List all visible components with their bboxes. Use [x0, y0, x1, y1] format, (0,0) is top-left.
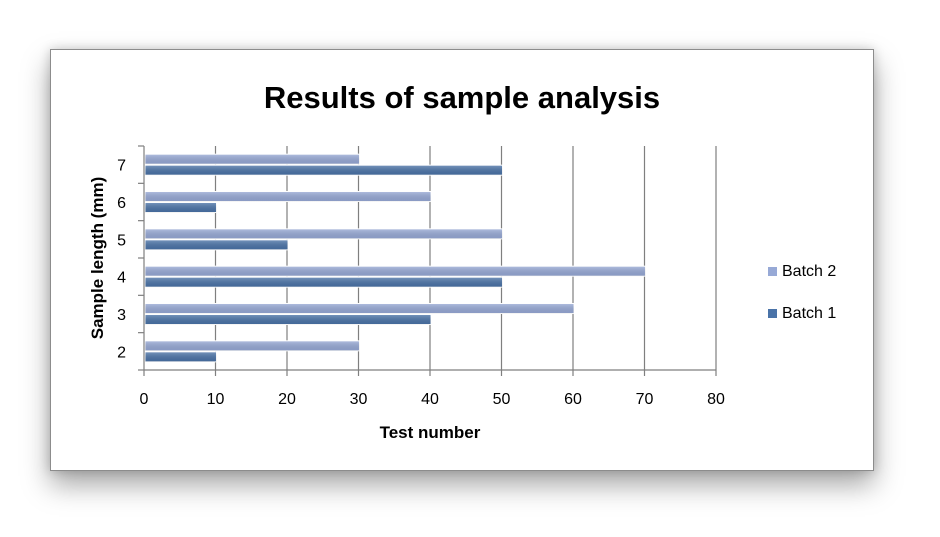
bar-shading — [145, 191, 431, 202]
legend-label: Batch 2 — [782, 263, 836, 280]
x-tick-label: 70 — [636, 391, 654, 408]
x-tick-label: 0 — [140, 391, 149, 408]
bar-shading — [145, 154, 360, 165]
y-tick-label: 7 — [117, 158, 126, 175]
bar-shading — [145, 202, 217, 213]
bar-shading — [145, 314, 431, 325]
x-tick-label: 50 — [493, 391, 511, 408]
bar-shading — [145, 277, 503, 288]
chart-frame: Results of sample analysis 0 10 20 30 40 50 60… — [50, 49, 874, 471]
grid-lines — [214, 146, 717, 370]
y-tick-label: 4 — [117, 270, 126, 287]
x-tick-label: 40 — [421, 391, 439, 408]
y-axis-label: Sample length (mm) — [88, 177, 107, 339]
x-tick-label: 20 — [278, 391, 296, 408]
bar-shading — [145, 340, 360, 351]
x-axis-label: Test number — [380, 423, 481, 442]
bar-chart: Results of sample analysis 0 10 20 30 40 50 60… — [88, 80, 836, 442]
bar-shading — [145, 239, 288, 250]
legend: Batch 2 Batch 1 — [768, 263, 836, 322]
bar-shading — [145, 228, 503, 239]
y-tick-label: 3 — [117, 307, 126, 324]
axes: 0 10 20 30 40 50 60 70 80 2 3 4 5 6 7 — [117, 145, 725, 408]
y-tick-label: 2 — [117, 344, 126, 361]
bar-shading — [145, 303, 574, 314]
legend-label: Batch 1 — [782, 305, 836, 322]
x-tick-label: 60 — [564, 391, 582, 408]
y-tick-label: 5 — [117, 232, 126, 249]
x-tick-label: 30 — [350, 391, 368, 408]
chart-title: Results of sample analysis — [264, 80, 660, 115]
y-tick-label: 6 — [117, 195, 126, 212]
x-tick-label: 10 — [207, 391, 225, 408]
x-tick-label: 80 — [707, 391, 725, 408]
bar-shading — [145, 165, 503, 176]
bars — [144, 153, 646, 363]
bar-shading — [145, 266, 646, 277]
bar-shading — [145, 351, 217, 362]
legend-swatch — [768, 267, 777, 276]
legend-swatch — [768, 309, 777, 318]
